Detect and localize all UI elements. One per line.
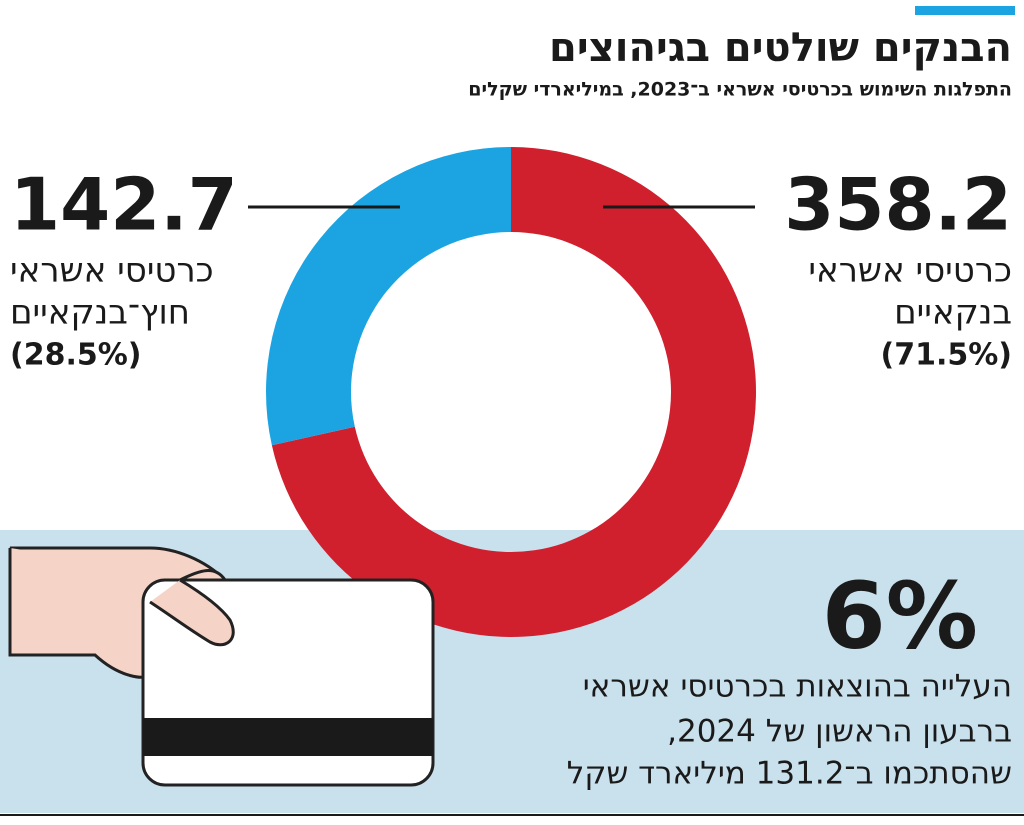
donut-slice [271, 147, 756, 637]
percentage-label: (28.5%) [10, 338, 142, 373]
value-label: 358.2 [784, 163, 1012, 247]
accent-bar [915, 6, 1015, 15]
thumb [149, 578, 235, 647]
annotation-value: 6% [822, 562, 978, 669]
donut [266, 146, 756, 637]
category-label: חוץ־בנקאיים [10, 293, 190, 333]
chart-title: הבנקים שולטים בגיהוצים [549, 25, 1012, 71]
card-stripe [143, 718, 433, 756]
card-illustration [8, 546, 435, 787]
percentage-label: (71.5%) [881, 338, 1013, 373]
annotation-text: שהסתכמו ב־131.2 מיליארד שקל [567, 756, 1012, 792]
annotation-text: העלייה בהוצאות בכרטיסי אשראי [583, 669, 1012, 705]
chart-subtitle: התפלגות השימוש בכרטיסי אשראי ב־2023, במי… [468, 79, 1012, 101]
value-label: 142.7 [10, 163, 238, 247]
category-label: כרטיסי אשראי [10, 251, 214, 291]
annotation-text: ברבעון הראשון של 2024, [667, 714, 1012, 750]
category-label: כרטיסי אשראי [808, 251, 1012, 291]
category-label: בנקאיים [894, 293, 1012, 333]
donut-slice [266, 146, 511, 446]
